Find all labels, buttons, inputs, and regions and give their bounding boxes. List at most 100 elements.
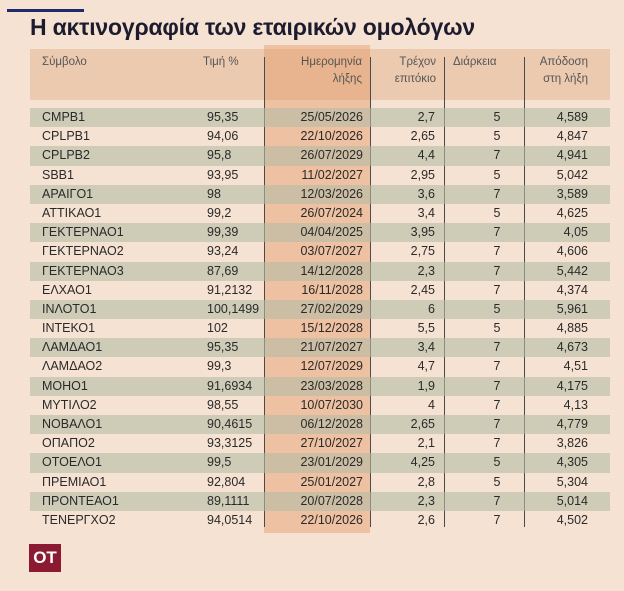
cell-duration: 7	[493, 244, 501, 259]
cell-maturity: 15/12/2028	[300, 321, 363, 336]
cell-yield: 4,175	[556, 378, 588, 393]
divider	[524, 57, 525, 527]
cell-symbol: ΜΥΤΙΛΟ2	[42, 397, 97, 412]
cell-maturity: 06/12/2028	[300, 417, 363, 431]
cell-symbol: ΟΤΟΕΛΟ1	[42, 455, 102, 470]
cell-coupon: 2,6	[417, 512, 435, 527]
table-row: ΓΕΚΤΕΡΝΑΟ2 93,24 03/07/2027 2,75 7 4,606	[30, 242, 610, 261]
cell-duration: 7	[493, 417, 501, 431]
cell-coupon: 3,4	[417, 205, 435, 220]
cell-maturity: 23/01/2029	[300, 455, 363, 470]
cell-coupon: 3,95	[410, 225, 435, 240]
cell-coupon: 1,9	[417, 378, 435, 393]
cell-price: 94,06	[207, 129, 239, 144]
cell-coupon: 4,7	[417, 359, 435, 374]
header-maturity-line2: λήξης	[332, 73, 362, 85]
cell-symbol: ΛΑΜΔΑΟ2	[42, 359, 103, 374]
cell-symbol: ΙΝΤΕΚΟ1	[42, 321, 96, 336]
table-row: ΤΕΝΕΡΓΧΟ2 94,0514 22/10/2026 2,6 7 4,502	[30, 511, 610, 530]
cell-yield: 5,304	[556, 474, 588, 489]
table-row: ΙΝΛΟΤΟ1 100,1499 27/02/2029 6 5 5,961	[30, 299, 610, 320]
cell-duration: 7	[493, 282, 501, 297]
cell-duration: 7	[493, 378, 501, 393]
cell-symbol: ΠΡΟΝΤΕΑΟ1	[42, 493, 119, 508]
cell-coupon: 6	[428, 301, 435, 316]
cell-yield: 4,13	[563, 397, 588, 412]
cell-price: 102	[207, 321, 228, 336]
cell-coupon: 5,5	[417, 321, 435, 336]
cell-duration: 5	[493, 167, 501, 182]
cell-symbol: ΟΠΑΠΟ2	[42, 436, 95, 451]
cell-coupon: 2,75	[410, 244, 435, 259]
cell-duration: 7	[493, 340, 501, 355]
cell-maturity: 25/05/2026	[300, 110, 363, 124]
cell-maturity: 23/03/2028	[300, 378, 363, 393]
cell-symbol: ΓΕΚΤΕΡΝΑΟ1	[42, 225, 124, 240]
cell-yield: 4,779	[556, 417, 588, 431]
cell-maturity: 22/10/2026	[300, 512, 363, 527]
cell-maturity: 14/12/2028	[300, 263, 363, 278]
cell-yield: 4,885	[556, 321, 588, 336]
cell-maturity: 20/07/2028	[300, 493, 363, 508]
cell-coupon: 4	[428, 397, 435, 412]
table-row: ΠΡΕΜΙΑΟ1 92,804 25/01/2027 2,8 5 5,304	[30, 473, 610, 492]
cell-maturity: 16/11/2028	[301, 282, 363, 297]
cell-price: 99,2	[207, 205, 232, 220]
table-row: CMPB1 95,35 25/05/2026 2,7 5 4,589	[30, 108, 610, 128]
cell-symbol: ΛΑΜΔΑΟ1	[42, 340, 103, 355]
cell-maturity: 03/07/2027	[300, 244, 363, 259]
table-row: ΠΡΟΝΤΕΑΟ1 89,1111 20/07/2028 2,3 7 5,014	[30, 491, 610, 511]
header-yield-line2: στη λήξη	[543, 73, 588, 85]
cell-maturity: 25/01/2027	[300, 474, 363, 489]
cell-duration: 5	[493, 321, 501, 336]
cell-duration: 7	[493, 436, 501, 451]
cell-symbol: ΙΝΛΟΤΟ1	[42, 301, 97, 316]
cell-coupon: 2,8	[417, 474, 435, 489]
table-row: ΓΕΚΤΕΡΝΑΟ3 87,69 14/12/2028 2,3 7 5,442	[30, 261, 610, 281]
cell-maturity: 27/02/2029	[300, 301, 363, 316]
cell-maturity: 12/03/2026	[300, 186, 363, 201]
table-row: ΑΤΤΙΚΑΟ1 99,2 26/07/2024 3,4 5 4,625	[30, 204, 610, 223]
cell-symbol: ΓΕΚΤΕΡΝΑΟ3	[42, 263, 124, 278]
cell-symbol: ΠΡΕΜΙΑΟ1	[42, 474, 107, 489]
table-row: ΛΑΜΔΑΟ2 99,3 12/07/2029 4,7 7 4,51	[30, 357, 610, 376]
table-row: ΟΠΑΠΟ2 93,3125 27/10/2027 2,1 7 3,826	[30, 434, 610, 453]
cell-yield: 3,826	[556, 436, 588, 451]
cell-price: 93,95	[207, 167, 239, 182]
cell-yield: 3,589	[556, 186, 588, 201]
cell-symbol: CPLPB2	[42, 148, 90, 163]
header-coupon: Τρέχον επιτόκιο	[395, 54, 436, 88]
header-symbol: Σύμβολο	[42, 56, 87, 68]
table-row: CPLPB1 94,06 22/10/2026 2,65 5 4,847	[30, 127, 610, 146]
table-row: CPLPB2 95,8 26/07/2029 4,4 7 4,941	[30, 146, 610, 166]
cell-symbol: CPLPB1	[42, 129, 90, 144]
cell-maturity: 27/10/2027	[300, 436, 363, 451]
cell-symbol: ΑΤΤΙΚΑΟ1	[42, 205, 102, 220]
cell-yield: 4,502	[556, 512, 588, 527]
cell-price: 100,1499	[207, 301, 260, 316]
cell-coupon: 2,1	[417, 436, 435, 451]
cell-duration: 5	[493, 455, 501, 470]
cell-price: 98	[207, 186, 221, 201]
cell-duration: 7	[493, 263, 501, 278]
header-duration: Διάρκεια	[453, 56, 497, 68]
cell-coupon: 2,95	[410, 167, 435, 182]
table-row: ΜΟΗΟ1 91,6934 23/03/2028 1,9 7 4,175	[30, 376, 610, 396]
table-row: ΓΕΚΤΕΡΝΑΟ1 99,39 04/04/2025 3,95 7 4,05	[30, 223, 610, 243]
table-row: ΛΑΜΔΑΟ1 95,35 21/07/2027 3,4 7 4,673	[30, 338, 610, 358]
header-price: Τιμή %	[203, 56, 239, 68]
cell-coupon: 2,65	[410, 417, 435, 431]
cell-price: 98,55	[207, 397, 239, 412]
table-header-band	[30, 49, 610, 100]
cell-symbol: ΤΕΝΕΡΓΧΟ2	[42, 512, 116, 527]
cell-price: 95,8	[207, 148, 232, 163]
cell-price: 89,1111	[207, 493, 250, 508]
cell-coupon: 2,65	[410, 129, 435, 144]
cell-yield: 4,305	[556, 455, 588, 470]
cell-maturity: 22/10/2026	[300, 129, 363, 144]
table-row: ΑΡΑΙΓΟ1 98 12/03/2026 3,6 7 3,589	[30, 184, 610, 204]
cell-yield: 4,606	[556, 244, 588, 259]
cell-yield: 5,042	[556, 167, 588, 182]
cell-duration: 7	[493, 225, 501, 240]
header-yield-line1: Απόδοση	[539, 56, 588, 68]
